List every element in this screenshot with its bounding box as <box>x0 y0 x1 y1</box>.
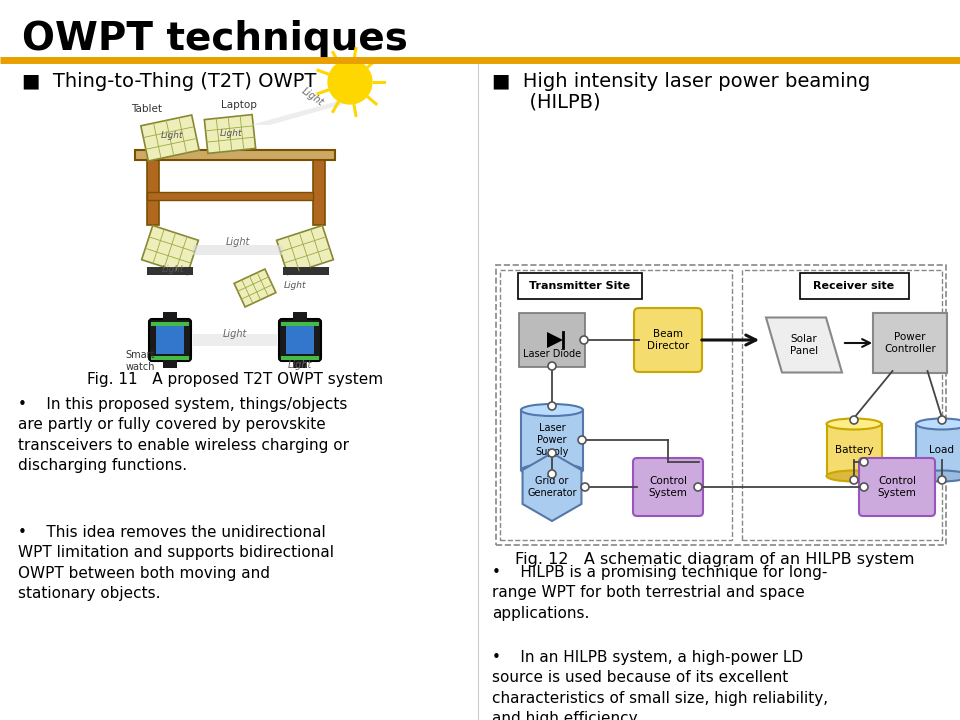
Text: Light: Light <box>160 131 183 140</box>
Circle shape <box>581 483 589 491</box>
Polygon shape <box>193 245 283 255</box>
Text: Light: Light <box>161 265 184 274</box>
Text: Light: Light <box>300 86 325 108</box>
FancyBboxPatch shape <box>916 424 960 476</box>
Text: Control
System: Control System <box>877 476 917 498</box>
Text: Solar
Panel: Solar Panel <box>790 334 818 356</box>
Text: Load: Load <box>929 445 954 455</box>
Text: Tablet: Tablet <box>132 104 162 114</box>
Ellipse shape <box>827 470 881 482</box>
Text: Laptop: Laptop <box>221 100 257 110</box>
Text: Control
System: Control System <box>649 476 687 498</box>
Text: •    In an HILPB system, a high-power LD
source is used because of its excellent: • In an HILPB system, a high-power LD so… <box>492 650 828 720</box>
Circle shape <box>548 362 556 370</box>
Text: ■  High intensity laser power beaming: ■ High intensity laser power beaming <box>492 72 871 91</box>
Circle shape <box>860 458 868 466</box>
FancyBboxPatch shape <box>827 424 881 476</box>
FancyBboxPatch shape <box>149 319 191 361</box>
Text: Beam
Director: Beam Director <box>647 329 689 351</box>
Text: Light: Light <box>226 237 251 247</box>
Text: Light: Light <box>223 329 247 339</box>
Text: Light: Light <box>288 360 312 370</box>
FancyBboxPatch shape <box>286 326 314 354</box>
Text: •    HILPB is a promising technique for long-
range WPT for both terrestrial and: • HILPB is a promising technique for lon… <box>492 565 828 621</box>
Ellipse shape <box>916 418 960 430</box>
Text: OWPT techniques: OWPT techniques <box>22 20 408 58</box>
Circle shape <box>580 336 588 344</box>
Text: Light: Light <box>220 129 242 138</box>
Bar <box>281 356 319 360</box>
Circle shape <box>548 402 556 410</box>
Ellipse shape <box>521 404 583 416</box>
Text: •    In this proposed system, things/objects
are partly or fully covered by pero: • In this proposed system, things/object… <box>18 397 349 473</box>
Bar <box>283 267 329 275</box>
Text: Receiver site: Receiver site <box>813 281 895 291</box>
FancyBboxPatch shape <box>633 458 703 516</box>
Bar <box>147 192 313 200</box>
Bar <box>135 150 335 160</box>
FancyBboxPatch shape <box>859 458 935 516</box>
Polygon shape <box>193 334 277 346</box>
Circle shape <box>548 449 556 457</box>
FancyBboxPatch shape <box>873 313 947 373</box>
Bar <box>293 312 307 322</box>
Bar <box>151 322 189 326</box>
Circle shape <box>694 483 702 491</box>
FancyBboxPatch shape <box>519 313 585 367</box>
FancyBboxPatch shape <box>204 114 255 153</box>
FancyBboxPatch shape <box>800 273 909 299</box>
Bar <box>163 312 177 322</box>
FancyBboxPatch shape <box>521 410 583 470</box>
Text: Power
Controller: Power Controller <box>884 332 936 354</box>
Circle shape <box>548 470 556 478</box>
Ellipse shape <box>827 418 881 430</box>
FancyBboxPatch shape <box>518 273 642 299</box>
FancyBboxPatch shape <box>276 225 333 274</box>
Text: Laser Diode: Laser Diode <box>523 349 581 359</box>
Text: •    This idea removes the unidirectional
WPT limitation and supports bidirectio: • This idea removes the unidirectional W… <box>18 525 334 601</box>
FancyBboxPatch shape <box>142 225 199 274</box>
Ellipse shape <box>916 470 960 482</box>
Circle shape <box>850 476 858 484</box>
FancyBboxPatch shape <box>141 115 199 161</box>
Text: Fig. 12   A schematic diagram of an HILPB system: Fig. 12 A schematic diagram of an HILPB … <box>516 552 915 567</box>
Bar <box>293 358 307 368</box>
Text: Fig. 11   A proposed T2T OWPT system: Fig. 11 A proposed T2T OWPT system <box>87 372 383 387</box>
Text: Battery: Battery <box>834 445 874 455</box>
Bar <box>147 160 159 225</box>
Circle shape <box>328 60 372 104</box>
Bar <box>147 267 193 275</box>
Bar <box>313 160 325 225</box>
Polygon shape <box>547 332 563 348</box>
Text: Light: Light <box>284 281 306 290</box>
FancyBboxPatch shape <box>279 319 321 361</box>
Text: Transmitter Site: Transmitter Site <box>529 281 631 291</box>
FancyBboxPatch shape <box>156 326 184 354</box>
Circle shape <box>938 416 946 424</box>
Text: Smart
watch: Smart watch <box>125 351 155 372</box>
Circle shape <box>938 476 946 484</box>
Text: Grid or
Generator: Grid or Generator <box>527 476 577 498</box>
Ellipse shape <box>521 464 583 476</box>
Bar <box>151 356 189 360</box>
Circle shape <box>578 436 586 444</box>
Bar <box>163 358 177 368</box>
FancyBboxPatch shape <box>234 269 276 307</box>
Circle shape <box>850 416 858 424</box>
Text: ■  Thing-to-Thing (T2T) OWPT: ■ Thing-to-Thing (T2T) OWPT <box>22 72 317 91</box>
Text: (HILPB): (HILPB) <box>492 92 601 111</box>
Polygon shape <box>522 453 582 521</box>
Bar <box>281 322 319 326</box>
Text: Laser
Power
Supply: Laser Power Supply <box>536 423 568 456</box>
FancyBboxPatch shape <box>634 308 702 372</box>
Polygon shape <box>766 318 842 372</box>
Polygon shape <box>250 100 358 125</box>
Circle shape <box>860 483 868 491</box>
